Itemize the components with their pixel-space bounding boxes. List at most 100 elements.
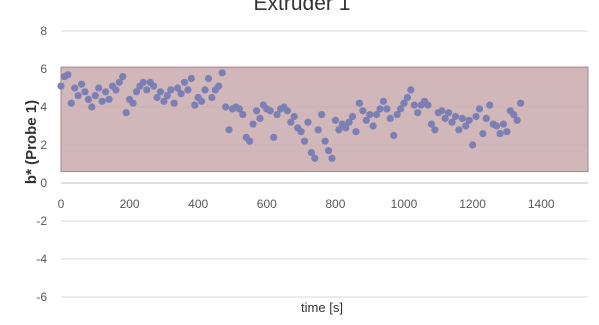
data-point [170,99,178,107]
data-point [249,120,257,128]
data-points [57,69,525,162]
data-point [438,107,446,115]
data-point [153,93,161,102]
x-tick-label: 800 [325,197,345,211]
data-point [300,137,309,145]
data-point [342,124,350,132]
data-point [180,78,189,86]
data-point [88,103,96,111]
data-point [287,118,295,126]
data-point [150,82,158,90]
data-point [462,122,470,130]
data-point [331,116,339,124]
data-point [441,114,449,122]
data-point [513,116,521,124]
data-point [191,101,199,109]
data-point [184,86,192,94]
data-point [386,114,394,122]
data-point [57,82,65,90]
data-point [314,126,322,134]
data-point [129,99,137,107]
data-point [115,78,123,86]
data-point [273,111,281,119]
data-point [290,112,298,121]
data-point [215,82,223,90]
data-point [403,93,412,102]
y-tick-label: -6 [36,290,47,304]
data-point [225,126,233,134]
data-point [95,84,103,92]
data-point [324,147,333,155]
data-point [479,130,487,138]
y-tick-label: 6 [40,62,47,76]
data-point [448,118,456,126]
data-point [101,88,110,96]
data-point [369,122,377,130]
data-point [348,112,357,121]
x-tick-label: 1400 [528,197,555,211]
data-point [383,105,391,113]
data-point [266,107,274,115]
data-point [222,103,230,111]
data-point [482,114,490,122]
data-point [84,95,93,103]
x-tick-label: 400 [188,197,208,211]
x-tick-label: 200 [120,197,140,211]
x-tick-label: 1200 [459,197,486,211]
data-point [98,97,106,105]
data-point [311,154,319,162]
data-point [239,111,247,119]
data-point [424,101,432,109]
data-point [143,86,151,94]
data-point [362,116,370,124]
data-point [139,78,147,86]
data-point [493,122,501,130]
data-point [167,86,175,94]
data-point [218,69,226,77]
x-tick-labels: 0 200 400 600 800 1000 1200 1400 [58,197,555,211]
x-axis-title: time [s] [301,300,343,315]
data-point [122,109,130,117]
data-point [355,99,364,107]
data-point [174,84,182,92]
data-point [270,133,278,141]
y-tick-label: 0 [40,176,47,190]
data-point [414,109,422,117]
data-point [208,93,216,102]
data-point [77,80,86,88]
data-point [71,84,79,92]
y-tick-label: -4 [36,252,47,266]
data-point [510,111,518,119]
data-point [366,111,374,119]
data-point [187,74,195,83]
data-point [407,86,415,94]
data-point [451,112,460,121]
x-tick-label: 0 [58,197,65,211]
data-point [235,105,243,113]
data-point [372,111,381,119]
data-point [318,111,326,119]
data-point [246,137,254,145]
data-point [427,120,436,128]
data-point [396,105,405,113]
data-point [499,120,508,128]
data-point [201,86,209,94]
data-point [74,92,82,100]
data-point [297,128,305,136]
data-point [410,101,418,109]
data-point [256,114,264,122]
data-point [345,118,353,126]
chart-title: Extruder 1 [254,0,351,15]
data-point [67,99,75,107]
y-tick-label: 8 [40,24,47,38]
data-point [105,95,113,103]
data-point [252,107,261,115]
data-point [307,149,315,157]
data-point [283,107,291,115]
data-point [379,97,388,105]
data-point [335,126,343,134]
data-point [458,114,466,122]
data-point [163,92,171,100]
